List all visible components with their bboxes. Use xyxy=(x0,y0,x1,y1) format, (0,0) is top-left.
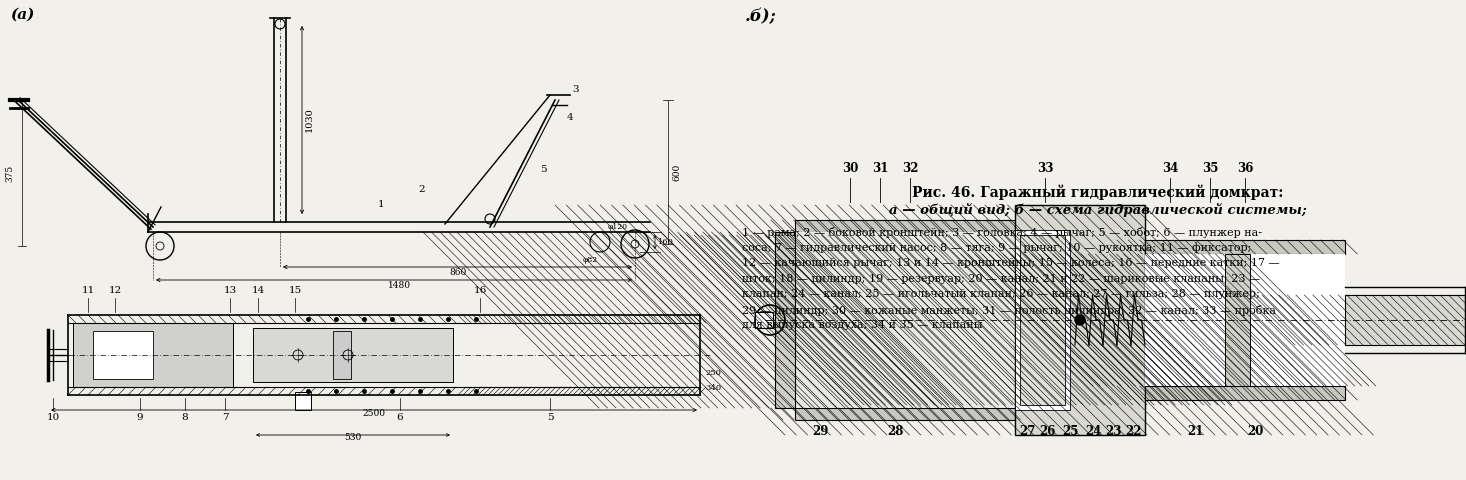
Text: 2: 2 xyxy=(418,185,425,194)
Text: 600: 600 xyxy=(671,163,682,180)
Text: 11: 11 xyxy=(82,286,95,295)
Text: 340: 340 xyxy=(705,384,721,392)
Text: 24: 24 xyxy=(1085,425,1101,438)
Text: 7: 7 xyxy=(221,413,229,422)
Bar xyxy=(776,232,795,408)
Text: 12 — качающийся рычаг; 13 и 14 — кронштейны; 15 — колеса; 16 — передние катки; 1: 12 — качающийся рычаг; 13 и 14 — кронште… xyxy=(742,258,1280,268)
Bar xyxy=(1014,230,1070,410)
Text: шток; 18 — цилиндр; 19 — резервуар; 20 — канал; 21 и 22 — шариковые клапаны; 23 : шток; 18 — цилиндр; 19 — резервуар; 20 —… xyxy=(742,274,1261,284)
Bar xyxy=(795,220,1014,232)
Circle shape xyxy=(1075,315,1085,325)
Text: φ82: φ82 xyxy=(582,256,598,264)
Text: 31: 31 xyxy=(872,162,888,175)
Bar xyxy=(73,323,233,387)
Bar xyxy=(755,312,773,328)
Text: 33: 33 xyxy=(1036,162,1053,175)
Text: (а): (а) xyxy=(10,8,34,22)
Text: 5: 5 xyxy=(547,413,553,422)
Text: 26: 26 xyxy=(1039,425,1056,438)
Text: 21: 21 xyxy=(1187,425,1204,438)
Bar xyxy=(1145,386,1344,400)
Bar xyxy=(1344,295,1465,345)
Text: 22: 22 xyxy=(1124,425,1141,438)
Bar xyxy=(92,331,152,379)
Text: 23: 23 xyxy=(1105,425,1121,438)
Text: 1030: 1030 xyxy=(305,108,314,132)
Text: 32: 32 xyxy=(902,162,918,175)
Text: клапан; 24 — канал; 25 — игольчатый клапан; 26 — канал; 27 — гильза; 28 — плунже: клапан; 24 — канал; 25 — игольчатый клап… xyxy=(742,289,1259,299)
Text: 160: 160 xyxy=(658,238,674,246)
Text: 35: 35 xyxy=(1202,162,1218,175)
Text: 4: 4 xyxy=(567,113,573,122)
Text: 27: 27 xyxy=(1019,425,1035,438)
Text: 375: 375 xyxy=(4,164,15,181)
Text: а — общий вид; б — схема гидравлической системы;: а — общий вид; б — схема гидравлической … xyxy=(888,203,1306,217)
Text: 13: 13 xyxy=(223,286,236,295)
Bar xyxy=(1020,235,1064,405)
Bar xyxy=(795,408,1014,420)
Text: 10: 10 xyxy=(47,413,60,422)
Bar xyxy=(254,328,453,382)
Text: 25: 25 xyxy=(1061,425,1078,438)
Text: 30: 30 xyxy=(841,162,858,175)
Text: 9: 9 xyxy=(136,413,144,422)
Text: 36: 36 xyxy=(1237,162,1253,175)
Bar xyxy=(1014,205,1145,435)
Text: 28: 28 xyxy=(887,425,903,438)
Text: 14: 14 xyxy=(251,286,265,295)
Text: 15: 15 xyxy=(289,286,302,295)
Text: φ120: φ120 xyxy=(608,223,627,231)
Text: 1480: 1480 xyxy=(387,281,410,290)
Text: соса; 7 — гидравлический насос; 8 — тяга; 9 — рычаг; 10 — рукоятка; 11 — фиксато: соса; 7 — гидравлический насос; 8 — тяга… xyxy=(742,242,1252,253)
Text: 16: 16 xyxy=(474,286,487,295)
Text: 5: 5 xyxy=(539,165,547,174)
Text: 3: 3 xyxy=(572,85,579,94)
Bar xyxy=(1145,254,1344,386)
Text: 12: 12 xyxy=(108,286,122,295)
Text: 34: 34 xyxy=(1163,162,1179,175)
Text: 6: 6 xyxy=(397,413,403,422)
Text: 1: 1 xyxy=(378,200,384,209)
Text: для выпуска воздуха; 34 и 35 — клапаны: для выпуска воздуха; 34 и 35 — клапаны xyxy=(742,320,982,330)
Text: Рис. 46. Гаражный гидравлический домкрат:: Рис. 46. Гаражный гидравлический домкрат… xyxy=(912,185,1284,201)
Text: 20: 20 xyxy=(1246,425,1264,438)
Text: 530: 530 xyxy=(345,433,362,442)
Text: 1 — рама; 2 — боковой кронштейн; 3 — головка; 4 — рычаг; 5 — хобот; 6 — плунжер : 1 — рама; 2 — боковой кронштейн; 3 — гол… xyxy=(742,227,1262,238)
Bar xyxy=(795,232,1014,408)
Text: 29 — цилиндр; 30 — кожаные манжеты; 31 — полость цилиндра; 32 — канал; 33 — проб: 29 — цилиндр; 30 — кожаные манжеты; 31 —… xyxy=(742,304,1275,315)
Bar xyxy=(1145,240,1344,254)
Text: 8: 8 xyxy=(182,413,188,422)
Text: 860: 860 xyxy=(449,268,466,277)
Text: 250: 250 xyxy=(705,369,721,377)
Bar xyxy=(295,392,311,410)
Text: 29: 29 xyxy=(812,425,828,438)
Text: .б);: .б); xyxy=(745,8,777,25)
Bar xyxy=(333,331,350,379)
Bar xyxy=(1226,254,1250,386)
Text: 2500: 2500 xyxy=(362,409,386,418)
